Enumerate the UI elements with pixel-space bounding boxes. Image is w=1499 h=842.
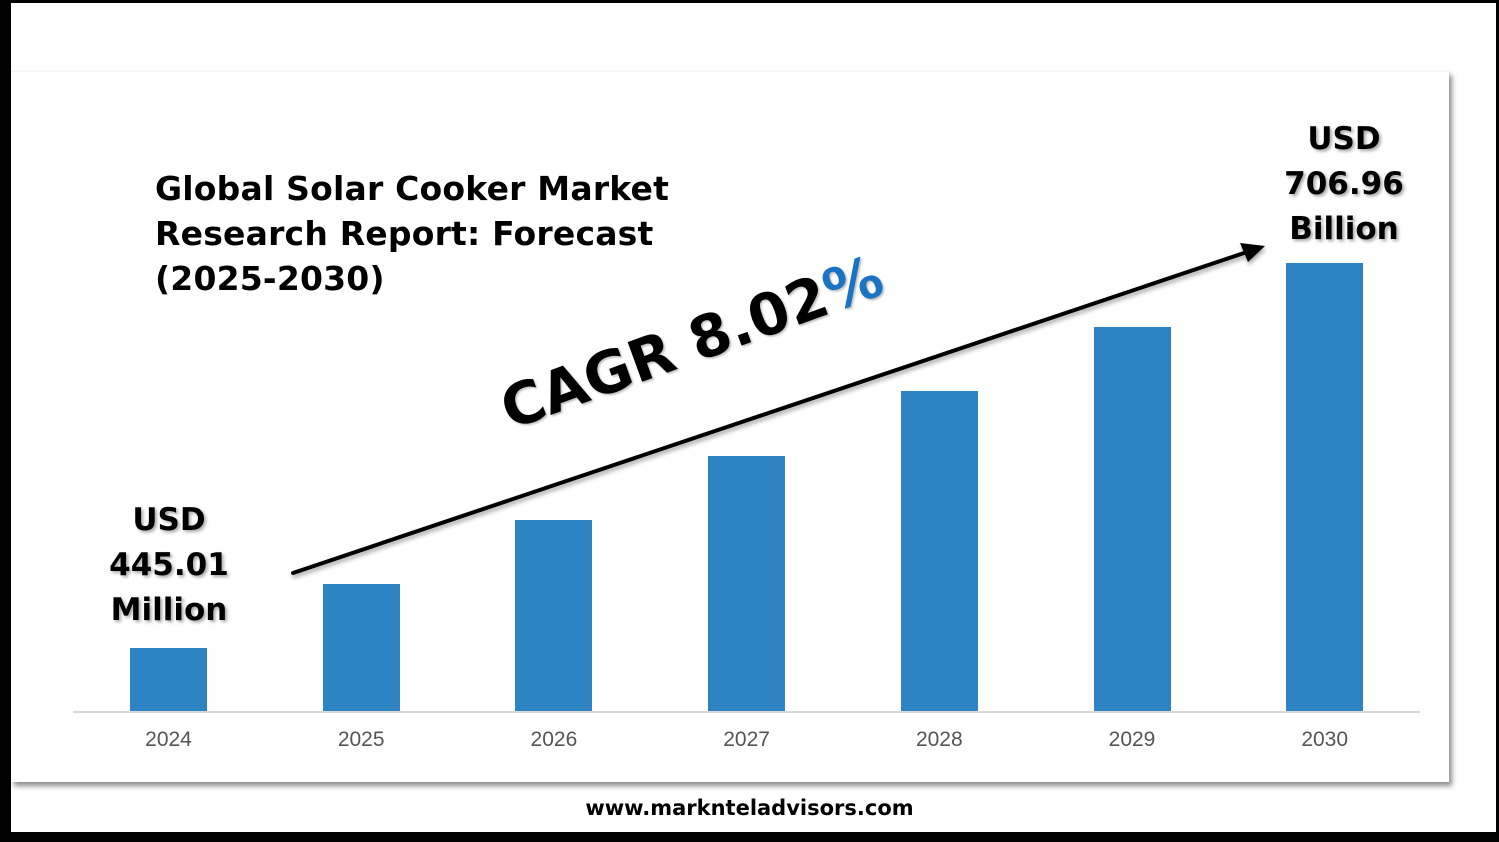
bar-2025 <box>322 584 400 712</box>
bar-2024 <box>130 648 207 712</box>
bar-2027 <box>708 456 786 712</box>
start-value-label: USD 445.01 Million <box>84 498 254 633</box>
end-value-unit: Billion <box>1289 211 1399 247</box>
x-tick-2028: 2028 <box>915 728 963 751</box>
chart-title-line-3: (2025-2030) <box>155 259 385 298</box>
x-tick-2026: 2026 <box>530 728 578 751</box>
x-tick-2024: 2024 <box>145 728 192 751</box>
bar-2026 <box>515 520 593 712</box>
end-value-label: USD 706.96 Billion <box>1259 117 1429 252</box>
chart-title: Global Solar Cooker Market Research Repo… <box>155 166 675 301</box>
chart-title-line-2: Research Report: Forecast <box>155 214 654 253</box>
start-value-currency: USD <box>132 502 206 538</box>
end-value-amount: 706.96 <box>1284 166 1404 202</box>
bar-2028 <box>900 391 978 712</box>
start-value-amount: 445.01 <box>109 547 229 583</box>
x-tick-2029: 2029 <box>1108 728 1156 751</box>
footer-url: www.marknteladvisors.com <box>585 796 914 820</box>
bar-2030 <box>1286 263 1364 712</box>
bar-2029 <box>1093 327 1171 712</box>
x-axis-line <box>73 711 1420 713</box>
x-tick-2030: 2030 <box>1301 728 1349 751</box>
start-value-unit: Million <box>110 592 228 628</box>
chart-title-line-1: Global Solar Cooker Market <box>155 169 670 208</box>
x-tick-2027: 2027 <box>723 728 770 751</box>
x-tick-2025: 2025 <box>337 728 385 751</box>
end-value-currency: USD <box>1307 121 1381 157</box>
